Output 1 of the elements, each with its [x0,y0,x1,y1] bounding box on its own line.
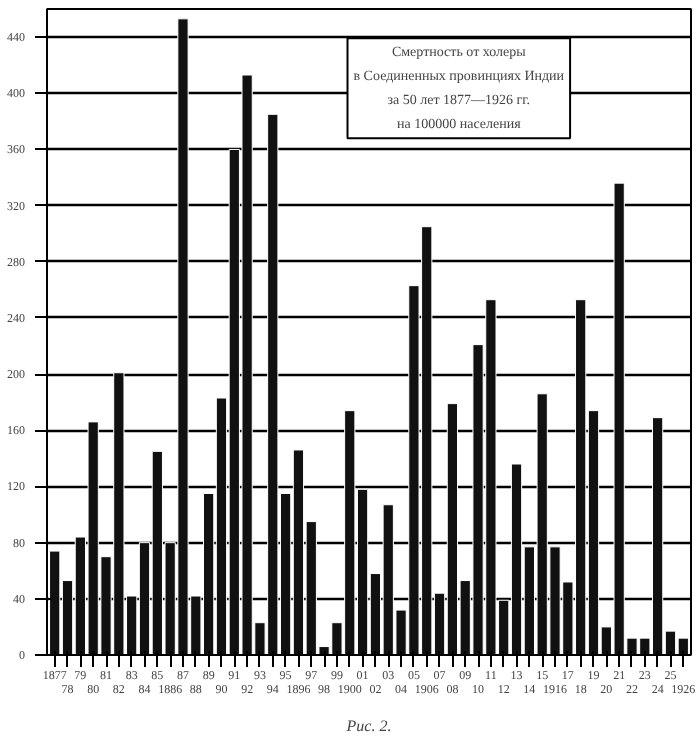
text: Рис. 2. [344,717,392,735]
